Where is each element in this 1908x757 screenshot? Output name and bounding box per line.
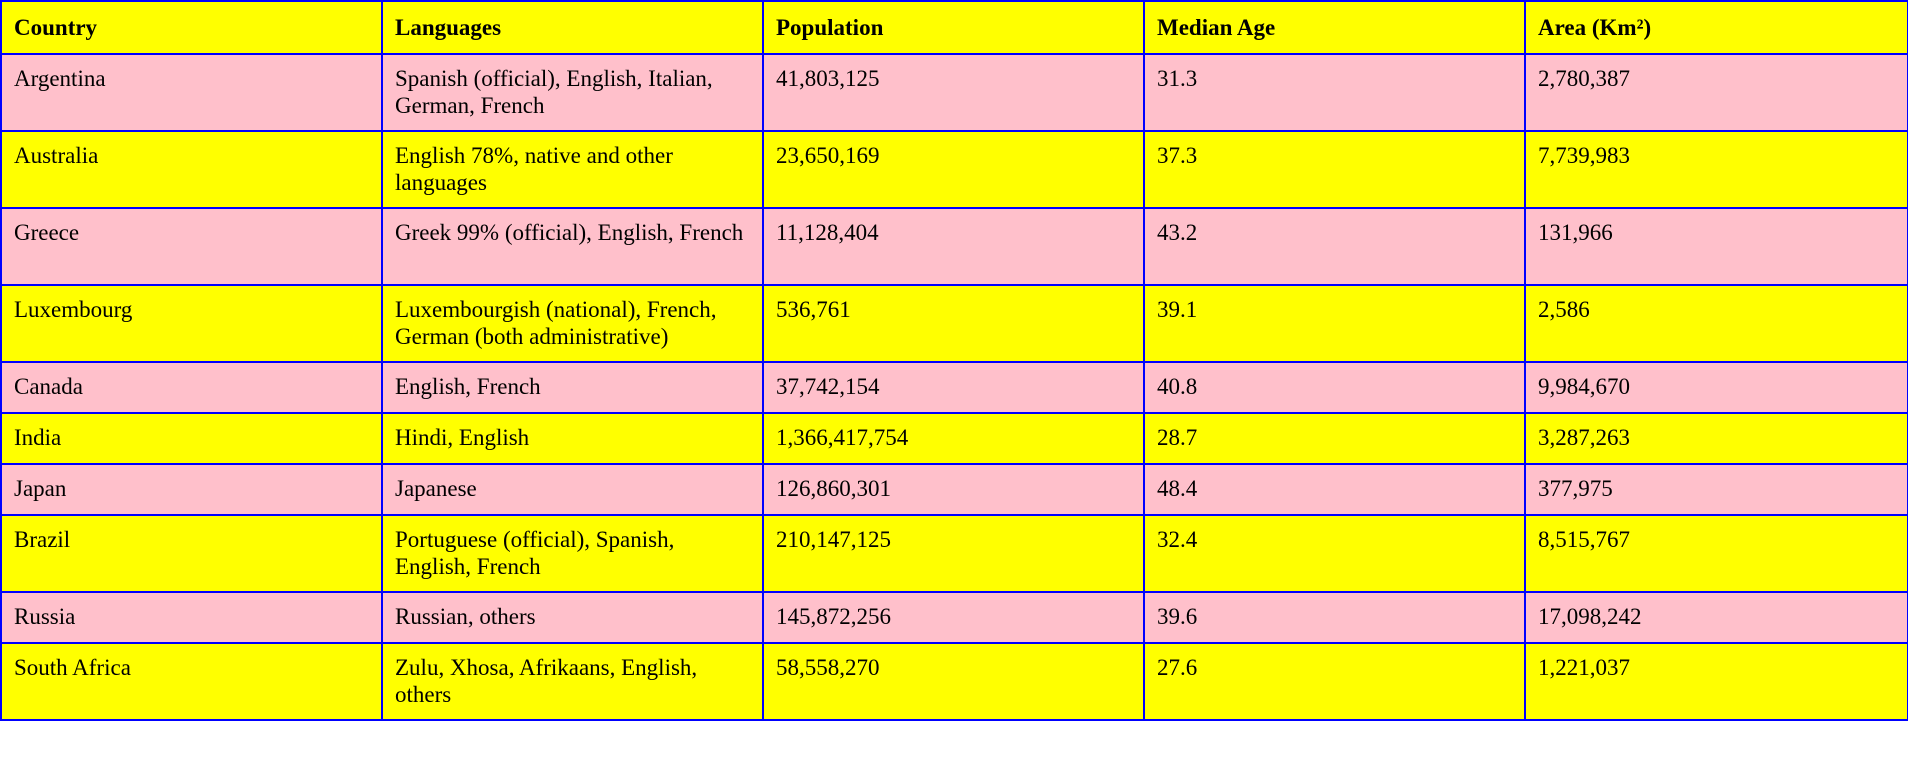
cell-population: 210,147,125 [762,514,1145,593]
cell-area: 377,975 [1524,463,1908,516]
column-header-area: Area (Km²) [1524,0,1908,55]
table-row: Argentina Spanish (official), English, I… [0,53,1908,132]
cell-population: 536,761 [762,284,1145,363]
cell-languages: Zulu, Xhosa, Afrikaans, English, others [381,642,764,721]
country-table: Country Languages Population Median Age … [0,0,1908,721]
cell-area: 131,966 [1524,207,1908,286]
table-row: India Hindi, English 1,366,417,754 28.7 … [0,412,1908,465]
cell-population: 11,128,404 [762,207,1145,286]
cell-population: 1,366,417,754 [762,412,1145,465]
cell-median-age: 32.4 [1143,514,1526,593]
table-row: Japan Japanese 126,860,301 48.4 377,975 [0,463,1908,516]
cell-median-age: 39.6 [1143,591,1526,644]
table-row: Greece Greek 99% (official), English, Fr… [0,207,1908,286]
cell-area: 8,515,767 [1524,514,1908,593]
cell-median-age: 37.3 [1143,130,1526,209]
cell-languages: English 78%, native and other languages [381,130,764,209]
cell-population: 145,872,256 [762,591,1145,644]
cell-median-age: 40.8 [1143,361,1526,414]
table-row: Brazil Portuguese (official), Spanish, E… [0,514,1908,593]
cell-languages: Luxembourgish (national), French, German… [381,284,764,363]
column-header-country: Country [0,0,383,55]
cell-median-age: 39.1 [1143,284,1526,363]
cell-languages: English, French [381,361,764,414]
cell-country: India [0,412,383,465]
table-row: Australia English 78%, native and other … [0,130,1908,209]
column-header-languages: Languages [381,0,764,55]
cell-country: Australia [0,130,383,209]
cell-languages: Hindi, English [381,412,764,465]
column-header-population: Population [762,0,1145,55]
country-table-container: Country Languages Population Median Age … [0,0,1908,721]
cell-languages: Portuguese (official), Spanish, English,… [381,514,764,593]
cell-languages: Japanese [381,463,764,516]
table-header-row: Country Languages Population Median Age … [0,0,1908,55]
cell-country: Russia [0,591,383,644]
cell-median-age: 27.6 [1143,642,1526,721]
cell-area: 1,221,037 [1524,642,1908,721]
cell-area: 17,098,242 [1524,591,1908,644]
cell-population: 23,650,169 [762,130,1145,209]
cell-median-age: 48.4 [1143,463,1526,516]
cell-area: 9,984,670 [1524,361,1908,414]
cell-population: 126,860,301 [762,463,1145,516]
cell-area: 2,780,387 [1524,53,1908,132]
cell-population: 58,558,270 [762,642,1145,721]
cell-population: 37,742,154 [762,361,1145,414]
cell-area: 7,739,983 [1524,130,1908,209]
cell-area: 2,586 [1524,284,1908,363]
cell-population: 41,803,125 [762,53,1145,132]
cell-country: Japan [0,463,383,516]
cell-languages: Russian, others [381,591,764,644]
cell-median-age: 43.2 [1143,207,1526,286]
cell-country: South Africa [0,642,383,721]
cell-country: Greece [0,207,383,286]
cell-area: 3,287,263 [1524,412,1908,465]
cell-median-age: 28.7 [1143,412,1526,465]
column-header-median-age: Median Age [1143,0,1526,55]
table-row: Luxembourg Luxembourgish (national), Fre… [0,284,1908,363]
table-row: Canada English, French 37,742,154 40.8 9… [0,361,1908,414]
cell-languages: Greek 99% (official), English, French [381,207,764,286]
cell-country: Canada [0,361,383,414]
table-row: South Africa Zulu, Xhosa, Afrikaans, Eng… [0,642,1908,721]
cell-median-age: 31.3 [1143,53,1526,132]
cell-languages: Spanish (official), English, Italian, Ge… [381,53,764,132]
cell-country: Brazil [0,514,383,593]
cell-country: Luxembourg [0,284,383,363]
table-row: Russia Russian, others 145,872,256 39.6 … [0,591,1908,644]
cell-country: Argentina [0,53,383,132]
